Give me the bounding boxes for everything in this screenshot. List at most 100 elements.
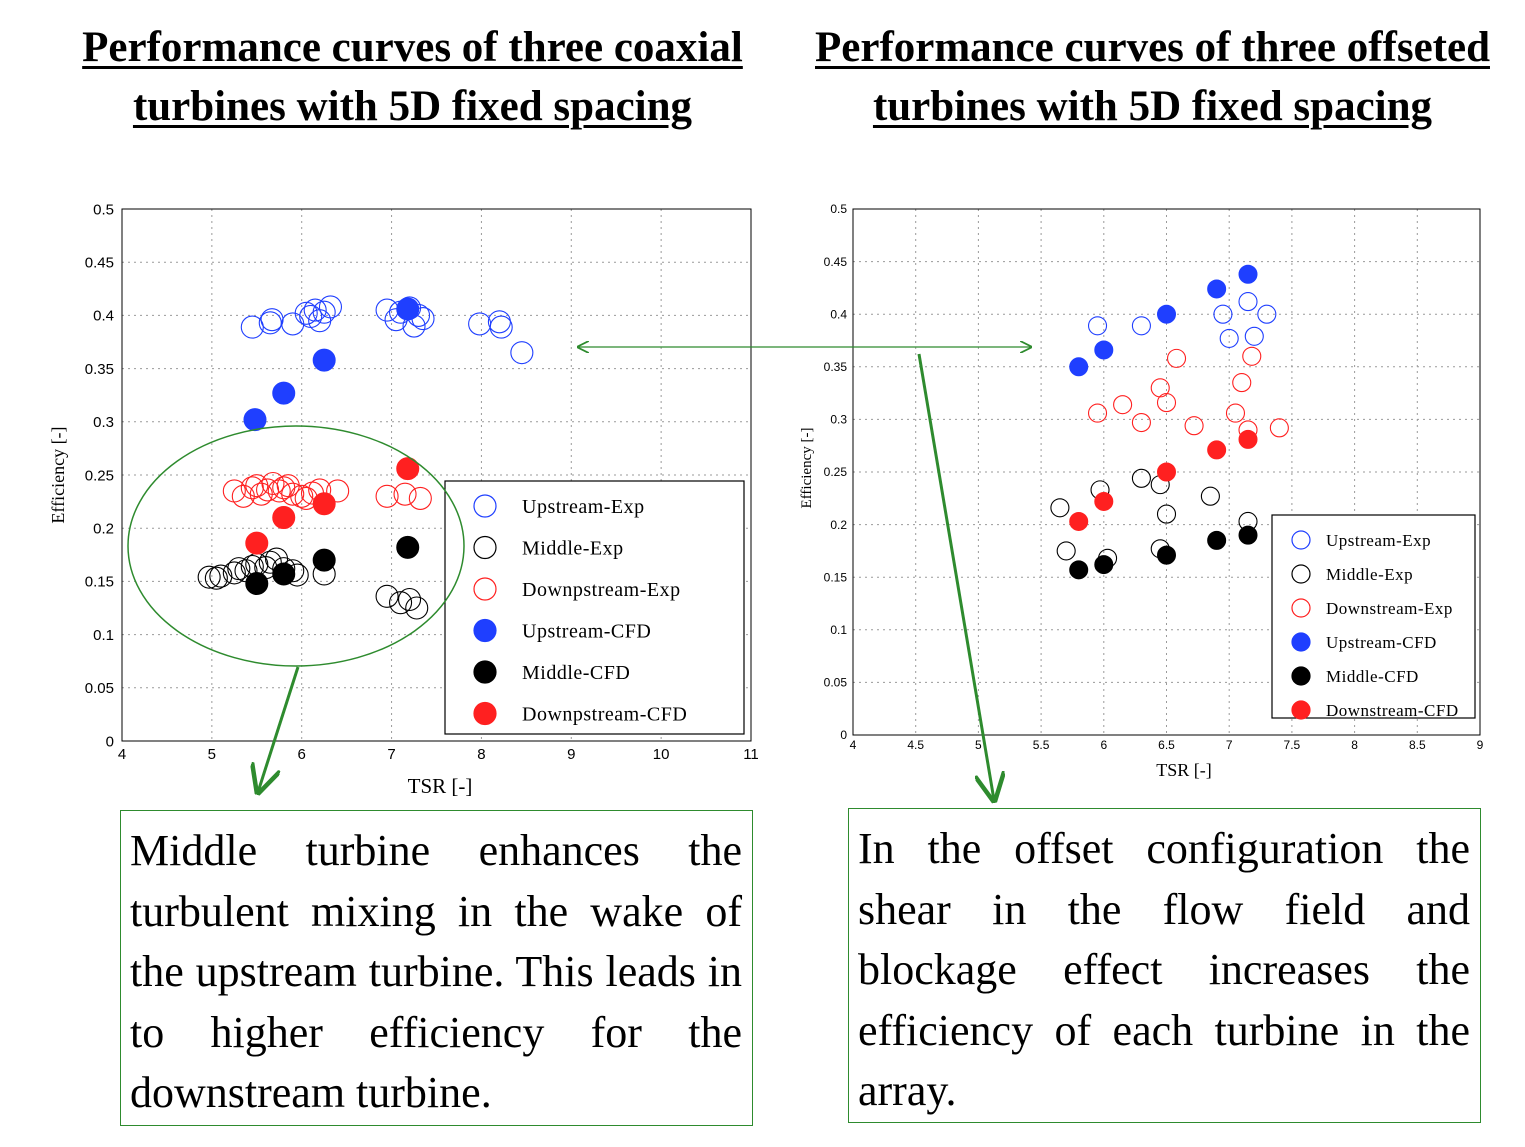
left-annotation-box: Middle turbine enhances the turbulent mi…: [120, 810, 753, 1126]
right-point-middle-exp: [1131, 468, 1151, 488]
right-y-tick-label: 0.05: [824, 676, 848, 690]
right-x-tick-label: 8.5: [1409, 738, 1426, 752]
right-point-middle-cfd: [1157, 545, 1176, 565]
left-point-upstream-exp: [318, 295, 343, 319]
left-legend-label: Upstream-Exp: [522, 496, 645, 518]
right-point-upstream-cfd: [1069, 357, 1089, 377]
right-point-upstream-exp: [1219, 328, 1239, 348]
right-legend-label: Upstream-CFD: [1326, 633, 1437, 652]
left-y-tick-label: 0.3: [93, 414, 114, 431]
left-point-middle-exp: [375, 584, 399, 608]
right-point-upstream-cfd: [1094, 340, 1114, 360]
right-point-middle-exp: [1200, 486, 1220, 506]
right-x-tick-label: 8: [1351, 738, 1358, 752]
right-legend-marker: [1291, 632, 1311, 652]
right-legend-marker: [1291, 530, 1311, 550]
left-point-downpstream-exp: [408, 486, 432, 510]
right-chart: 4 4.5 5 5.5 6 6.5 7 7.5 8 8.5 9 0 0.05 0.1 0.15 0.2 0.25…: [799, 202, 1484, 780]
right-point-downstream-exp: [1150, 378, 1170, 398]
right-point-downstream-exp: [1225, 403, 1246, 423]
left-x-tick-label: 10: [653, 746, 670, 763]
right-point-downstream-exp: [1269, 418, 1289, 438]
right-point-downstream-exp: [1113, 395, 1133, 415]
left-point-downpstream-exp: [326, 479, 350, 503]
right-x-axis-label: TSR [-]: [1156, 760, 1212, 780]
left-x-tick-label: 8: [477, 746, 485, 763]
left-point-downpstream-exp: [393, 482, 417, 506]
left-point-upstream-exp: [489, 315, 513, 339]
right-legend-marker: [1291, 666, 1311, 686]
left-y-tick-label: 0.4: [93, 308, 114, 325]
left-y-tick-label: 0.2: [93, 520, 114, 537]
right-point-middle-exp: [1050, 498, 1070, 518]
right-x-tick-label: 5: [975, 738, 982, 752]
right-y-tick-label: 0: [840, 728, 847, 742]
left-point-downpstream-exp: [261, 471, 285, 496]
left-point-middle-exp: [397, 587, 422, 612]
left-point-downpstream-cfd: [272, 506, 296, 530]
right-legend-label: Upstream-Exp: [1326, 531, 1431, 550]
left-legend-marker: [473, 618, 497, 643]
left-point-middle-cfd: [245, 572, 269, 596]
left-x-tick-label: 7: [387, 746, 395, 763]
annotations: [127, 347, 1031, 800]
left-y-tick-label: 0.15: [85, 574, 114, 591]
left-legend-label: Middle-Exp: [522, 538, 624, 560]
right-point-downstream-exp: [1166, 348, 1187, 368]
right-point-upstream-exp: [1244, 326, 1264, 346]
right-y-tick-label: 0.45: [824, 255, 848, 269]
left-legend-marker: [473, 660, 497, 684]
right-legend-marker: [1291, 598, 1311, 618]
left-point-middle-cfd: [272, 562, 296, 586]
left-point-downpstream-exp: [281, 482, 305, 506]
right-point-downstream-exp: [1184, 416, 1204, 436]
left-point-upstream-exp: [312, 300, 336, 324]
right-point-downstream-exp: [1131, 413, 1151, 433]
left-point-upstream-cfd: [272, 381, 296, 405]
right-point-middle-exp: [1056, 541, 1076, 561]
left-legend-marker: [473, 535, 497, 560]
right-legend-label: Downstream-CFD: [1326, 701, 1459, 720]
right-x-tick-label: 4: [850, 738, 857, 752]
right-point-downstream-exp: [1087, 403, 1108, 423]
left-point-upstream-exp: [294, 301, 318, 325]
left-legend-label: Downpstream-Exp: [522, 579, 681, 601]
left-point-upstream-cfd: [396, 297, 420, 321]
right-point-downstream-cfd: [1238, 429, 1258, 449]
right-point-downstream-exp: [1156, 393, 1177, 413]
right-pointer-arrow: [917, 353, 994, 800]
right-plot-frame: [852, 208, 1481, 736]
left-legend-marker: [473, 577, 497, 601]
right-x-tick-label: 4.5: [907, 738, 924, 752]
right-y-tick-label: 0.5: [830, 202, 847, 216]
right-point-upstream-exp: [1087, 316, 1108, 336]
left-point-upstream-exp: [303, 298, 327, 322]
right-annotation-box: In the offset configuration the shear in…: [848, 808, 1481, 1123]
left-legend-marker: [473, 494, 497, 518]
left-x-tick-label: 4: [118, 746, 126, 763]
right-legend-marker: [1291, 564, 1311, 584]
left-y-tick-label: 0.45: [85, 254, 114, 271]
left-x-tick-label: 9: [567, 746, 575, 763]
left-point-downpstream-cfd: [312, 492, 336, 516]
right-y-tick-label: 0.15: [824, 570, 848, 584]
left-point-upstream-exp: [468, 312, 492, 336]
right-y-tick-label: 0.1: [830, 623, 847, 637]
left-y-tick-label: 0.25: [85, 467, 114, 484]
right-point-downstream-exp: [1232, 373, 1252, 393]
right-point-middle-cfd: [1069, 560, 1089, 580]
right-x-tick-label: 6.5: [1158, 738, 1175, 752]
right-x-tick-label: 6: [1100, 738, 1107, 752]
left-point-middle-exp: [405, 596, 429, 620]
right-y-tick-label: 0.3: [830, 413, 847, 427]
left-point-upstream-exp: [281, 312, 305, 336]
right-point-upstream-exp: [1213, 304, 1233, 324]
left-legend-box: [444, 480, 745, 735]
right-point-downstream-cfd: [1069, 511, 1089, 531]
left-point-middle-exp: [258, 550, 282, 574]
left-point-downpstream-cfd: [245, 531, 269, 555]
right-point-middle-cfd: [1238, 525, 1258, 545]
left-legend-label: Upstream-CFD: [522, 621, 651, 643]
right-point-downstream-exp: [1242, 346, 1262, 366]
